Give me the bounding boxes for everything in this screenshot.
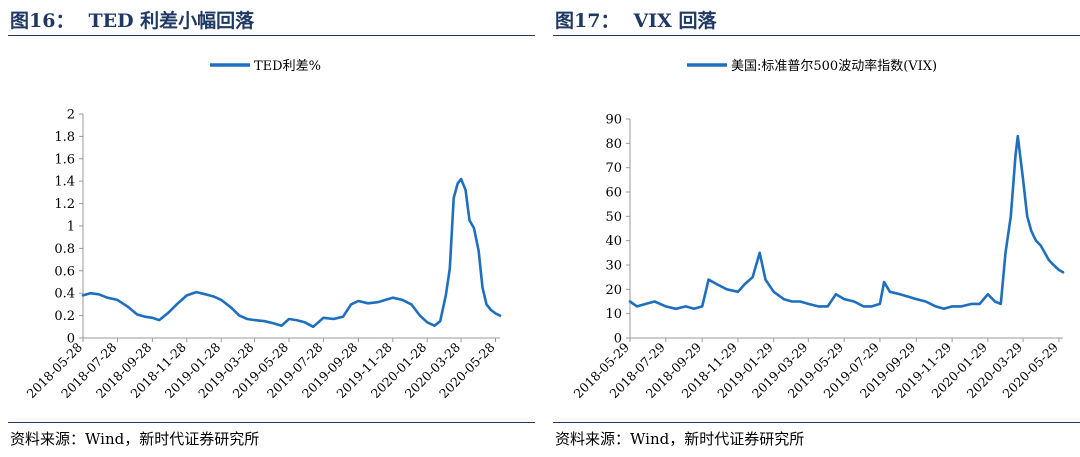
y-tick-label: 0.4: [54, 287, 75, 302]
y-tick-label: 1.2: [54, 197, 75, 212]
y-tick-label: 90: [605, 113, 622, 128]
y-tick-label: 1.8: [54, 130, 75, 145]
y-tick-label: 0.2: [54, 309, 75, 324]
vix-line-chart: 美国:标准普尔500波动率指数(VIX)01020304050607080902…: [571, 58, 1065, 401]
title-rule: [553, 35, 1080, 36]
figure-title-text: TED 利差小幅回落: [88, 10, 255, 32]
ted-spread-line-chart: TED利差%00.20.40.60.811.21.41.61.822018-05…: [24, 59, 502, 401]
y-tick-label: 1.6: [54, 152, 75, 167]
y-tick-label: 1: [67, 220, 75, 235]
title-rule: [8, 35, 535, 36]
y-tick-label: 20: [605, 283, 622, 298]
source-note: 资料来源：Wind，新时代证券研究所: [10, 430, 260, 448]
y-tick-label: 0.6: [54, 264, 75, 279]
y-tick-label: 1.4: [54, 175, 75, 190]
series-line: [81, 177, 502, 329]
source-rule: [8, 422, 535, 423]
panel-ted-spread: 图16： TED 利差小幅回落 TED利差% 0 0.2 0.4 0.6 0.8 1 1.2 1.…: [0, 0, 535, 457]
y-tick-label: 50: [605, 210, 622, 225]
y-tick-label: 40: [605, 234, 622, 249]
legend-label: TED利差%: [254, 59, 321, 74]
series-line: [628, 134, 1065, 311]
figure-title-text: VIX 回落: [633, 10, 717, 32]
panel-vix: 图17： VIX 回落 美国:标准普尔500波动率指数(VIX) 0 10 20 30 40…: [545, 0, 1080, 457]
chart-title: 图17： VIX 回落: [555, 6, 716, 33]
figure-number: 图16：: [10, 10, 75, 32]
figure-number: 图17：: [555, 10, 620, 32]
y-tick-label: 80: [605, 137, 622, 152]
source-note: 资料来源：Wind，新时代证券研究所: [555, 430, 805, 448]
source-rule: [553, 422, 1080, 423]
y-tick-label: 30: [605, 259, 622, 274]
y-tick-label: 0: [614, 332, 622, 347]
y-tick-label: 60: [605, 186, 622, 201]
y-tick-label: 0: [67, 332, 75, 347]
chart-title: 图16： TED 利差小幅回落: [10, 6, 254, 33]
y-tick-label: 0.8: [54, 242, 75, 257]
y-tick-label: 10: [605, 307, 622, 322]
y-tick-label: 2: [67, 108, 75, 123]
y-tick-label: 70: [605, 161, 622, 176]
legend-label: 美国:标准普尔500波动率指数(VIX): [731, 58, 937, 74]
